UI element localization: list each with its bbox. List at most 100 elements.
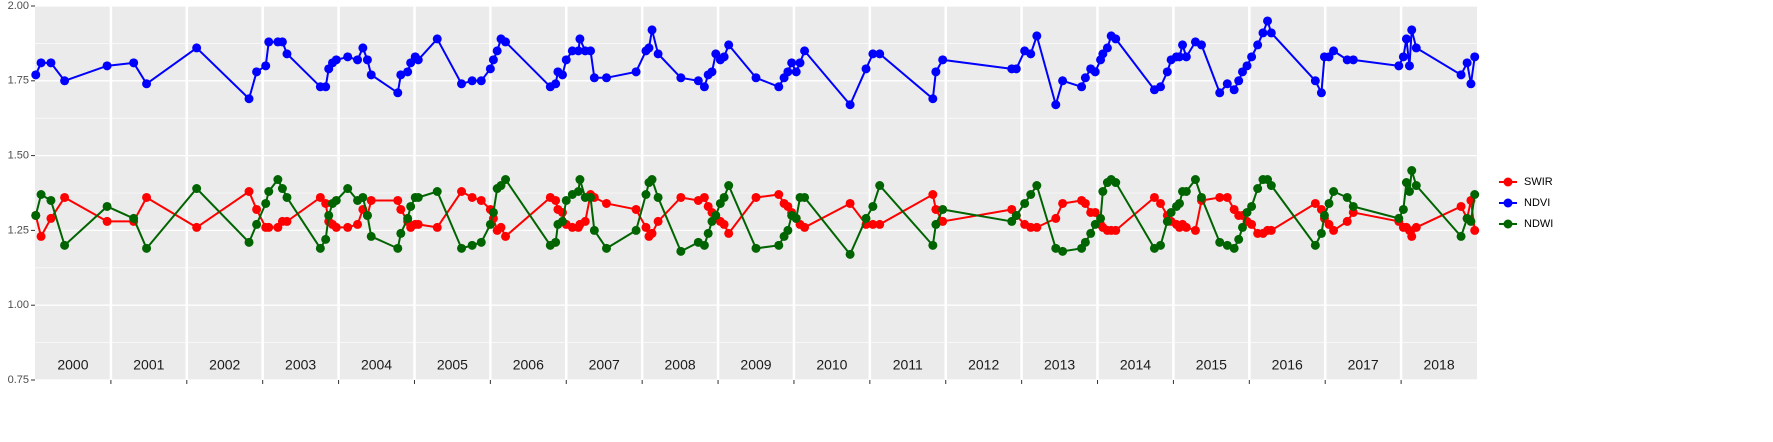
point [573, 187, 583, 197]
point [485, 64, 495, 74]
point [631, 67, 641, 77]
point [1096, 213, 1106, 223]
point [467, 240, 477, 250]
point [561, 195, 571, 205]
point [1011, 210, 1021, 220]
point [244, 94, 254, 104]
point [457, 187, 467, 197]
point [315, 192, 325, 202]
point [1058, 76, 1068, 86]
point [1090, 207, 1100, 217]
point [751, 73, 761, 83]
point [1242, 61, 1252, 71]
year-label: 2016 [1272, 357, 1303, 373]
year-label: 2007 [589, 357, 620, 373]
point [396, 70, 406, 80]
point [774, 240, 784, 250]
point [1215, 237, 1225, 247]
point [501, 175, 511, 185]
point [403, 67, 413, 77]
point [1149, 192, 1159, 202]
point [719, 192, 729, 202]
point [244, 187, 254, 197]
year-label: 2002 [209, 357, 240, 373]
point [1197, 40, 1207, 50]
point [845, 100, 855, 110]
point [46, 58, 56, 68]
y-tick-label: 0.75 [8, 374, 29, 386]
point [396, 204, 406, 214]
point [1394, 61, 1404, 71]
point [1234, 234, 1244, 244]
point [575, 175, 585, 185]
point [1398, 52, 1408, 62]
point [102, 61, 112, 71]
point [467, 76, 477, 86]
point [331, 222, 341, 232]
point [358, 192, 368, 202]
point [1329, 225, 1339, 235]
point [1404, 187, 1414, 197]
year-label: 2005 [437, 357, 468, 373]
point [1348, 55, 1358, 65]
point [653, 49, 663, 59]
point [492, 46, 502, 56]
point [353, 219, 363, 229]
point [102, 201, 112, 211]
point [1111, 178, 1121, 188]
point [601, 73, 611, 83]
point [1404, 61, 1414, 71]
point [575, 34, 585, 44]
point [1111, 225, 1121, 235]
y-tick-label: 1.25 [8, 224, 29, 236]
point [353, 55, 363, 65]
point [36, 189, 46, 199]
point [1156, 240, 1166, 250]
point [774, 82, 784, 92]
point [875, 181, 885, 191]
point [1156, 82, 1166, 92]
point [321, 234, 331, 244]
point [1247, 201, 1257, 211]
point [693, 76, 703, 86]
point [647, 25, 657, 35]
point [1162, 67, 1172, 77]
point [393, 195, 403, 205]
point [641, 189, 651, 199]
point [1342, 216, 1352, 226]
point [589, 225, 599, 235]
point [60, 76, 70, 86]
point [264, 187, 274, 197]
point [561, 55, 571, 65]
point [261, 198, 271, 208]
point [551, 79, 561, 89]
point [845, 198, 855, 208]
point [586, 192, 596, 202]
point [699, 192, 709, 202]
point [488, 207, 498, 217]
y-tick-label: 1.75 [8, 75, 29, 87]
point [60, 192, 70, 202]
point [868, 49, 878, 59]
point [1470, 225, 1480, 235]
point [800, 222, 810, 232]
point [413, 219, 423, 229]
point [60, 240, 70, 250]
point [719, 219, 729, 229]
point [192, 184, 202, 194]
point [485, 219, 495, 229]
point [1080, 198, 1090, 208]
point [551, 237, 561, 247]
point [1197, 192, 1207, 202]
point [1026, 189, 1036, 199]
year-label: 2018 [1423, 357, 1454, 373]
point [1080, 73, 1090, 83]
point [366, 70, 376, 80]
year-label: 2003 [285, 357, 316, 373]
point [928, 94, 938, 104]
point [362, 210, 372, 220]
point [1462, 58, 1472, 68]
point [261, 61, 271, 71]
point [1080, 237, 1090, 247]
